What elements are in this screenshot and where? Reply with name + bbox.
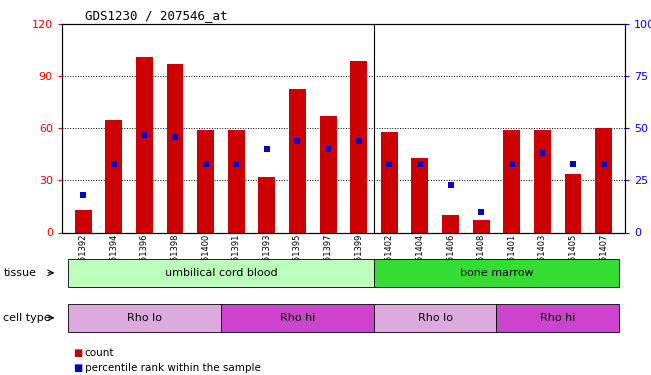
Text: GDS1230 / 207546_at: GDS1230 / 207546_at (85, 9, 227, 22)
Point (598, 161, 609, 167)
Point (323, 146, 333, 152)
Point (506, 161, 517, 167)
Bar (320, 116, 337, 232)
Point (262, 146, 272, 152)
Text: percentile rank within the sample: percentile rank within the sample (85, 363, 260, 373)
Bar (289, 88, 306, 232)
Text: Rho lo: Rho lo (127, 313, 162, 323)
Point (170, 134, 180, 140)
Text: cell type: cell type (3, 313, 51, 323)
Point (292, 138, 303, 144)
Text: count: count (85, 348, 114, 358)
Bar (442, 215, 459, 232)
Point (568, 161, 578, 167)
Text: umbilical cord blood: umbilical cord blood (165, 268, 277, 278)
Point (231, 161, 242, 167)
Text: ■: ■ (73, 363, 82, 373)
Text: tissue: tissue (3, 268, 36, 278)
Text: Rho hi: Rho hi (540, 313, 575, 323)
Bar (105, 120, 122, 232)
Bar (350, 61, 367, 232)
Point (201, 161, 211, 167)
Point (109, 161, 119, 167)
Bar (595, 128, 612, 232)
Bar (503, 130, 520, 232)
Text: Rho lo: Rho lo (418, 313, 452, 323)
Bar (473, 220, 490, 232)
Bar (258, 177, 275, 232)
Bar (228, 130, 245, 232)
Point (476, 209, 486, 214)
Point (78, 192, 89, 198)
Bar (564, 174, 581, 232)
Bar (136, 57, 153, 232)
Bar (197, 130, 214, 232)
Text: ■: ■ (73, 348, 82, 358)
Bar (534, 130, 551, 232)
Point (445, 182, 456, 188)
Bar (411, 158, 428, 232)
Bar (75, 210, 92, 232)
Point (415, 161, 425, 167)
Text: bone marrow: bone marrow (460, 268, 533, 278)
Bar (167, 64, 184, 232)
Bar (381, 132, 398, 232)
Point (537, 150, 547, 156)
Text: Rho hi: Rho hi (280, 313, 315, 323)
Point (384, 161, 395, 167)
Point (139, 132, 150, 138)
Point (353, 138, 364, 144)
